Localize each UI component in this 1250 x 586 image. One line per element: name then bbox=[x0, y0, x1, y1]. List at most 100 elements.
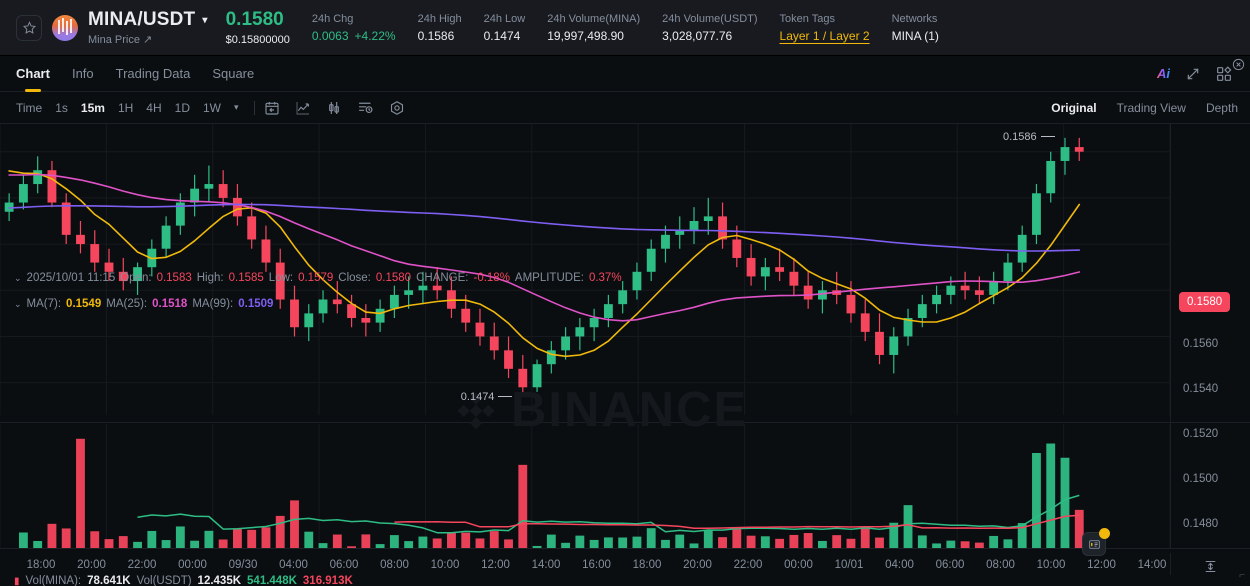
interval-1h[interactable]: 1H bbox=[117, 100, 134, 115]
time-tick: 09/30 bbox=[228, 559, 258, 571]
pair-subtitle-link[interactable]: Mina Price ↗ bbox=[88, 34, 153, 46]
panel-tabbar: Chart Info Trading Data Square Ai bbox=[0, 56, 1250, 92]
token-tags-link[interactable]: Layer 1 / Layer 2 bbox=[779, 28, 870, 43]
amplitude-value: 0.37% bbox=[588, 272, 622, 284]
tab-square[interactable]: Square bbox=[212, 66, 255, 81]
time-tick: 20:00 bbox=[77, 559, 106, 571]
open-value: 0.1583 bbox=[156, 272, 192, 284]
stat-value: 0.1474 bbox=[483, 28, 521, 43]
interval-1w[interactable]: 1W bbox=[202, 100, 221, 115]
chevron-down-icon[interactable]: ▾ bbox=[202, 14, 208, 26]
chart-toolbar: Time 1s 15m 1H 4H 1D 1W ▾ bbox=[0, 92, 1250, 124]
time-tick: 06:00 bbox=[329, 559, 359, 571]
vol-usdt-label: Vol(USDT) bbox=[136, 575, 192, 586]
price-axis[interactable]: 0.1580 0.1560 0.1540 0.1520 0.1500 0.148… bbox=[1170, 124, 1250, 562]
resize-corner-icon[interactable]: ⌐ bbox=[1239, 570, 1245, 581]
price-tick: 0.1520 bbox=[1183, 428, 1219, 440]
close-label: Close: bbox=[338, 272, 371, 284]
chevron-down-icon[interactable]: ⌄ bbox=[14, 298, 22, 309]
layout-grid-icon[interactable] bbox=[1216, 65, 1232, 82]
stat-24h-chg: 24h Chg 0.0063 +4.22% bbox=[312, 13, 396, 43]
ma25-label: MA(25): bbox=[106, 298, 148, 310]
interval-15m[interactable]: 15m bbox=[80, 100, 105, 115]
time-tick: 14:00 bbox=[531, 559, 561, 571]
pane-divider bbox=[0, 422, 1170, 423]
close-icon[interactable] bbox=[1232, 58, 1245, 71]
pair-block[interactable]: MINA/USDT ▾ Mina Price ↗ bbox=[88, 9, 208, 46]
stat-label: Token Tags bbox=[779, 12, 835, 25]
interval-1s[interactable]: 1s bbox=[55, 100, 68, 115]
amplitude-label: AMPLITUDE: bbox=[514, 272, 584, 284]
time-tick: 22:00 bbox=[733, 559, 763, 571]
current-price-badge: 0.1580 bbox=[1179, 292, 1231, 312]
market-header: MINA/USDT ▾ Mina Price ↗ 0.1580 $0.15800… bbox=[0, 0, 1250, 56]
candlestick-icon[interactable] bbox=[326, 100, 342, 116]
price-tick: 0.1480 bbox=[1183, 518, 1219, 530]
vol-usdt-value: 12.435K bbox=[197, 575, 242, 586]
low-value: 0.1579 bbox=[298, 272, 334, 284]
time-tick: 22:00 bbox=[127, 559, 157, 571]
ai-icon[interactable]: Ai bbox=[1157, 66, 1170, 81]
tab-trading-data[interactable]: Trading Data bbox=[115, 66, 191, 81]
ma-legend: ⌄ MA(7): 0.1549 MA(25): 0.1518 MA(99): 0… bbox=[14, 298, 273, 310]
line-chart-icon[interactable] bbox=[295, 100, 311, 116]
stat-value: 3,028,077.76 bbox=[662, 28, 733, 43]
pair-name-text: MINA/USDT bbox=[88, 9, 196, 30]
interval-4h[interactable]: 4H bbox=[146, 100, 162, 115]
pair-name[interactable]: MINA/USDT ▾ bbox=[88, 9, 208, 31]
expand-diagonal-icon[interactable] bbox=[1186, 67, 1200, 81]
stat-value-pct: +4.22% bbox=[354, 28, 396, 43]
time-tick: 06:00 bbox=[935, 559, 965, 571]
ma99-label: MA(99): bbox=[192, 298, 234, 310]
settings-target-icon[interactable] bbox=[389, 100, 405, 116]
time-tick: 10:00 bbox=[430, 559, 460, 571]
time-tick: 10:00 bbox=[1036, 559, 1066, 571]
high-label: High: bbox=[196, 272, 224, 284]
time-tick: 10/01 bbox=[834, 559, 864, 571]
calendar-icon[interactable] bbox=[264, 100, 280, 116]
view-depth[interactable]: Depth bbox=[1205, 100, 1238, 115]
interval-more-chevron-down-icon[interactable]: ▾ bbox=[233, 102, 239, 112]
tabbar-actions: Ai bbox=[1157, 65, 1238, 82]
stat-label: 24h Chg bbox=[311, 12, 354, 25]
time-tick: 14:00 bbox=[1137, 559, 1167, 571]
indicators-icon[interactable] bbox=[357, 99, 374, 116]
view-original[interactable]: Original bbox=[1051, 100, 1097, 115]
stat-label: Networks bbox=[891, 12, 938, 25]
close-value: 0.1580 bbox=[375, 272, 412, 284]
toolbar-time-label: Time bbox=[16, 100, 43, 115]
vol-mina-label: Vol(MINA): bbox=[25, 575, 82, 586]
annotation-dash bbox=[498, 396, 513, 398]
high-price-annotation: 0.1586 bbox=[1003, 131, 1055, 143]
news-alert-dot bbox=[1099, 528, 1110, 539]
networks-value[interactable]: MINA (1) bbox=[891, 28, 939, 43]
last-price-block: 0.1580 $0.15800000 bbox=[226, 9, 290, 46]
chart-area[interactable]: BINANCE ⌄ 2025/10/01 11:15 Open: 0.1583 … bbox=[0, 124, 1250, 586]
volume-legend: ▮ Vol(MINA): 78.641K Vol(USDT) 12.435K 5… bbox=[14, 575, 353, 586]
tab-info[interactable]: Info bbox=[71, 66, 94, 81]
stat-24h-volume-base: 24h Volume(MINA) 19,997,498.90 bbox=[547, 13, 640, 43]
last-price-usd: $0.15800000 bbox=[225, 34, 290, 46]
view-trading-view[interactable]: Trading View bbox=[1116, 100, 1186, 115]
stat-label: 24h Low bbox=[483, 12, 526, 25]
chart-plot[interactable] bbox=[0, 124, 1170, 562]
interval-1d[interactable]: 1D bbox=[174, 100, 190, 115]
time-tick: 12:00 bbox=[481, 559, 510, 571]
change-value: -0.18% bbox=[473, 272, 510, 284]
time-tick: 04:00 bbox=[885, 559, 914, 571]
time-axis[interactable]: ⌐ 18:00 20:00 22:00 00:00 09/30 04:00 06:00 08:… bbox=[0, 548, 1250, 586]
stat-24h-low: 24h Low 0.1474 bbox=[484, 13, 526, 43]
favorite-star-icon[interactable] bbox=[16, 14, 42, 41]
stat-value: 0.0063 bbox=[311, 28, 349, 43]
time-tick: 08:00 bbox=[380, 559, 409, 571]
vertical-scale-icon[interactable] bbox=[1203, 559, 1218, 574]
chevron-down-icon[interactable]: ⌄ bbox=[14, 272, 22, 283]
news-badge-icon[interactable] bbox=[1082, 528, 1110, 556]
last-price: 0.1580 bbox=[225, 9, 284, 30]
open-label: Open: bbox=[120, 272, 152, 284]
stat-label: 24h High bbox=[417, 12, 462, 25]
low-label: Low: bbox=[268, 272, 294, 284]
time-tick: 00:00 bbox=[784, 559, 813, 571]
tab-chart[interactable]: Chart bbox=[16, 56, 50, 92]
